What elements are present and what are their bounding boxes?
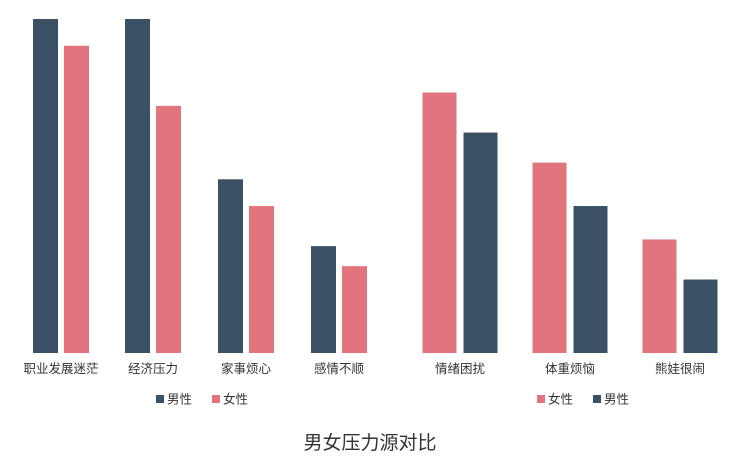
x-tick-label: 家事烦心: [221, 361, 272, 376]
bar-1-3-2: [249, 206, 274, 353]
x-tick-label: 情绪困扰: [435, 361, 486, 376]
chart-title: 男女压力源对比: [303, 432, 437, 454]
bar-2-2-1: [532, 162, 567, 353]
legend-label: 女性: [223, 392, 248, 407]
legend-swatch: [156, 395, 164, 403]
legend-label: 男性: [604, 392, 629, 407]
legends-layer: 男性 女性 女性 男性: [156, 392, 629, 407]
legend-2: 女性 男性: [537, 392, 629, 407]
bar-1-2-1: [125, 19, 150, 353]
tick-labels-layer: 职业发展迷茫 经济压力 家事烦心 感情不顺 情绪困扰 体重烦恼 熊娃很闹: [23, 361, 705, 376]
bar-2-1-1: [422, 92, 457, 353]
bar-2-1-2: [463, 132, 498, 353]
x-tick-label: 经济压力: [128, 361, 178, 376]
bar-1-2-2: [156, 105, 181, 353]
bar-2-3-1: [642, 239, 677, 353]
bar-2-2-2: [573, 206, 608, 353]
bars-layer: [33, 19, 718, 353]
bar-1-1-1: [33, 19, 58, 353]
x-tick-label: 体重烦恼: [545, 361, 595, 376]
x-tick-label: 熊娃很闹: [655, 361, 705, 376]
legend-1: 男性 女性: [156, 392, 248, 407]
bar-1-4-1: [311, 246, 336, 353]
chart-canvas: 职业发展迷茫 经济压力 家事烦心 感情不顺 情绪困扰 体重烦恼 熊娃很闹 男性 女性 女性 男性: [23, 19, 718, 407]
legend-swatch: [593, 395, 601, 403]
bar-1-3-1: [218, 179, 243, 353]
legend-swatch: [212, 395, 220, 403]
x-tick-label: 职业发展迷茫: [23, 361, 98, 376]
legend-label: 女性: [548, 392, 573, 407]
bar-1-4-2: [342, 266, 367, 353]
bar-2-3-2: [683, 279, 718, 353]
legend-label: 男性: [167, 392, 192, 407]
x-tick-label: 感情不顺: [314, 361, 364, 376]
bar-1-1-2: [64, 45, 89, 353]
legend-swatch: [537, 395, 545, 403]
